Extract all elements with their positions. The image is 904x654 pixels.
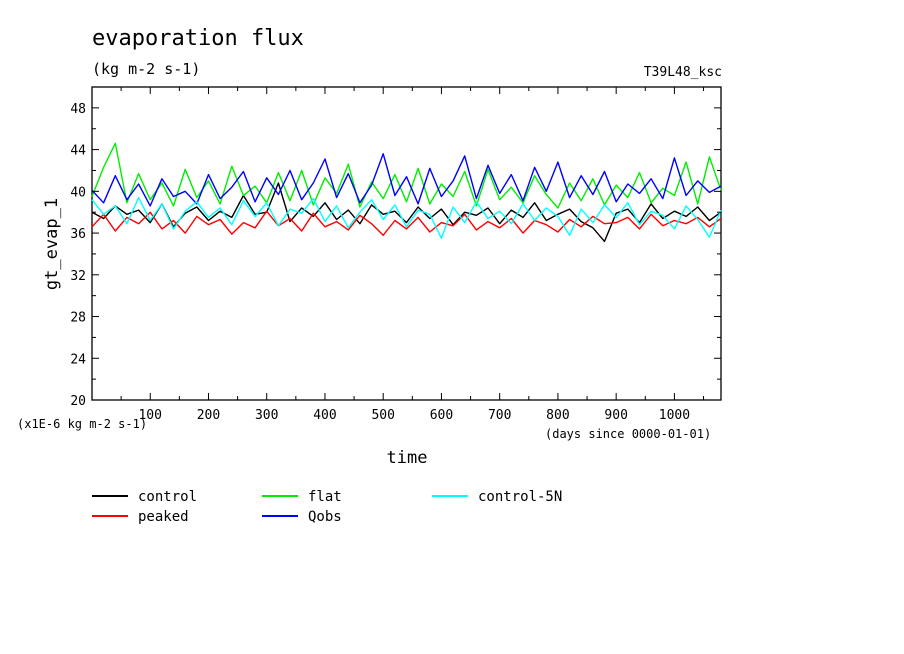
x-tick-label: 800 <box>546 408 569 423</box>
legend-item: control-5N <box>432 489 562 505</box>
series-line-control <box>91 182 722 243</box>
x-tick-label: 1000 <box>659 408 690 423</box>
y-axis-label: gt_evap_1 <box>42 198 62 290</box>
y-tick-label: 36 <box>70 227 86 242</box>
series-line-control-5n <box>91 196 722 240</box>
series-layer <box>91 142 722 243</box>
legend-item: Qobs <box>262 509 342 525</box>
series-line-peaked <box>91 210 722 236</box>
x-units-note: (days since 0000-01-01) <box>545 427 711 441</box>
x-tick-label: 500 <box>371 408 394 423</box>
legend: control peaked flat Qobs control-5N <box>92 489 562 525</box>
series-line-qobs <box>91 153 722 207</box>
y-units-note: (x1E-6 kg m-2 s-1) <box>17 417 147 431</box>
legend-item: flat <box>262 489 342 505</box>
chart-title: evaporation flux <box>92 26 304 51</box>
x-tick-label: 400 <box>313 408 336 423</box>
legend-label: Qobs <box>308 509 342 525</box>
legend-label: control-5N <box>478 489 562 505</box>
experiment-label: T39L48_ksc <box>644 65 722 80</box>
legend-label: flat <box>308 489 342 505</box>
y-tick-label: 40 <box>70 185 86 200</box>
legend-label: control <box>138 489 197 505</box>
x-tick-label: 600 <box>430 408 453 423</box>
legend-item: peaked <box>92 509 189 525</box>
plot-frame <box>91 86 722 401</box>
chart-units: (kg m-2 s-1) <box>92 60 200 78</box>
x-tick-label: 100 <box>138 408 161 423</box>
legend-label: peaked <box>138 509 189 525</box>
y-tick-label: 44 <box>70 144 86 159</box>
series-line-flat <box>91 142 722 209</box>
y-tick-label: 32 <box>70 269 86 284</box>
x-tick-label: 300 <box>255 408 278 423</box>
y-tick-label: 48 <box>70 102 86 117</box>
ticks-layer: 20 24 28 32 36 40 44 48 100 200 300 400 500 600 700 800… <box>70 87 721 423</box>
x-tick-label: 700 <box>488 408 511 423</box>
y-tick-label: 20 <box>70 394 86 409</box>
y-tick-label: 24 <box>70 352 86 367</box>
y-tick-label: 28 <box>70 311 86 326</box>
x-tick-label: 900 <box>604 408 627 423</box>
legend-item: control <box>92 489 197 505</box>
x-tick-label: 200 <box>197 408 220 423</box>
x-axis-label: time <box>387 448 428 468</box>
